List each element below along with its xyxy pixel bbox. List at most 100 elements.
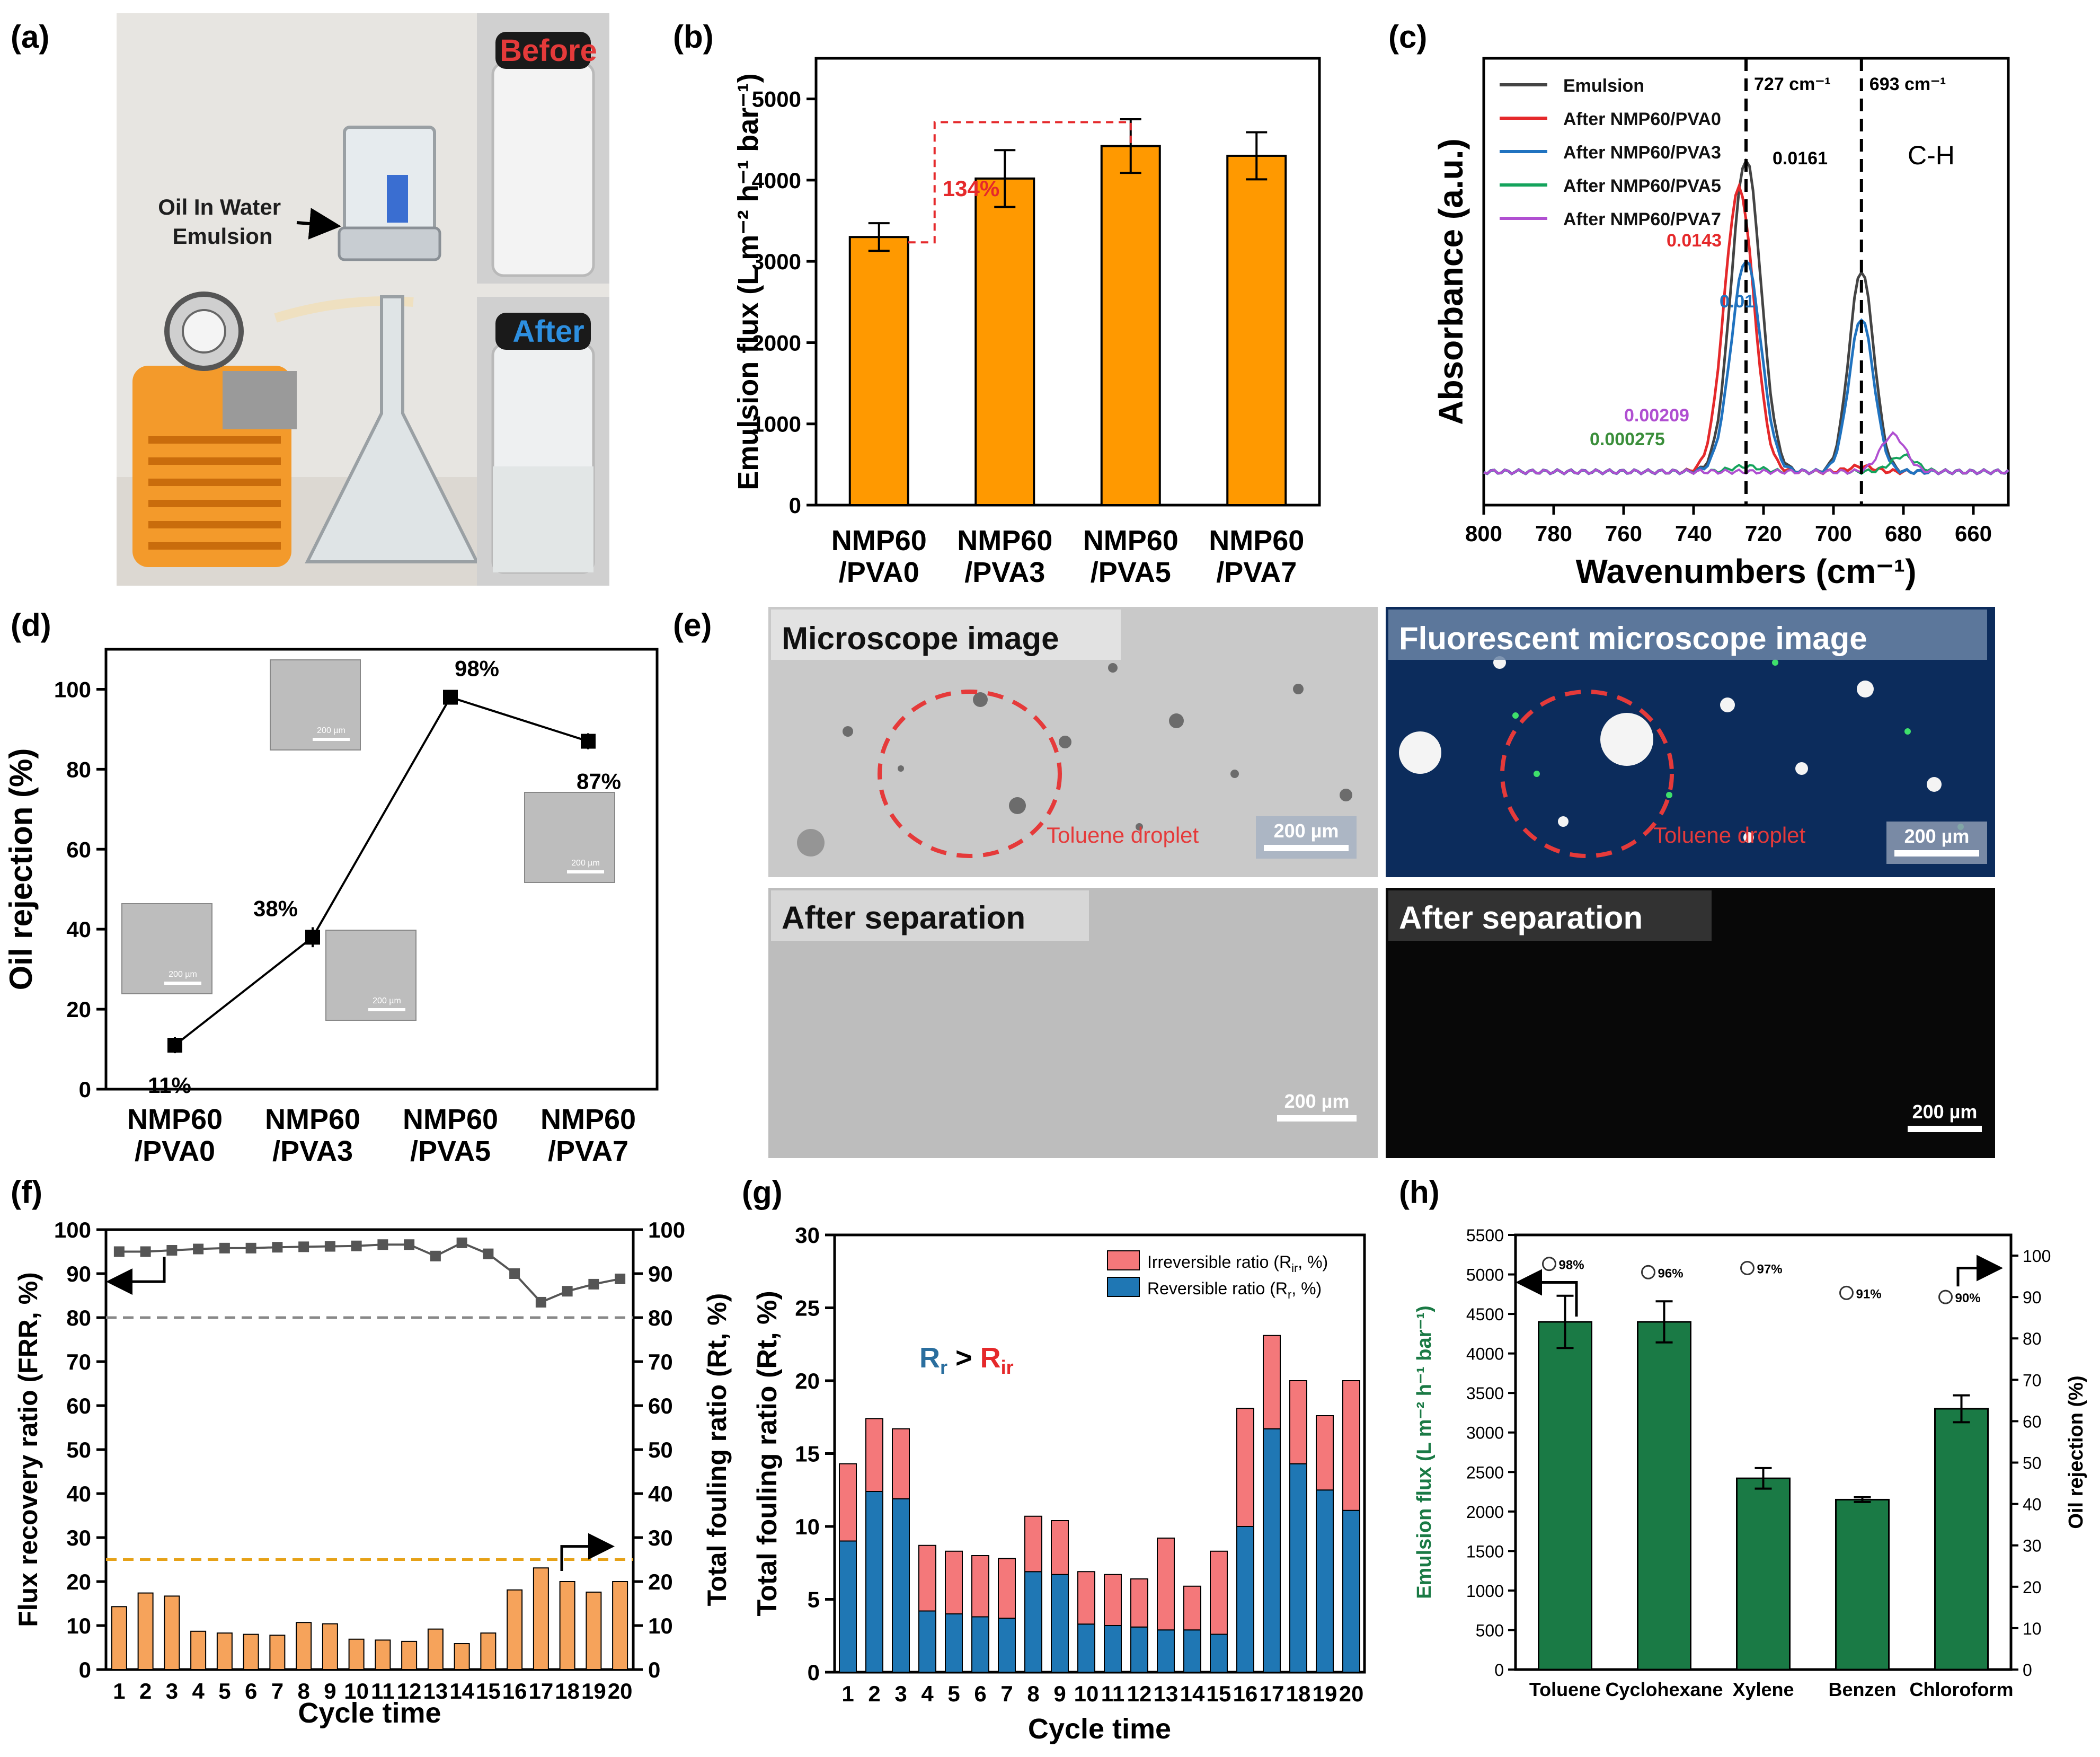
panel-g-xtick-label: 12 <box>1127 1681 1152 1706</box>
panel-f-frr-point <box>272 1242 283 1253</box>
panel-b-ytick-label: 0 <box>789 493 801 518</box>
panel-c-xtick-label: 760 <box>1605 521 1642 546</box>
panel-c-xtick-label: 660 <box>1955 521 1992 546</box>
panel-f-xtick-label: 18 <box>555 1679 580 1703</box>
panel-g-reversible-bar <box>1316 1489 1334 1673</box>
panel-d-value-label: 11% <box>148 1073 191 1098</box>
panel-b-ytick-label: 1000 <box>752 412 801 437</box>
panel-g-irreversible-bar <box>1263 1335 1281 1429</box>
panel-d-point <box>167 1038 182 1053</box>
panel-h-xtick-label: Toluene <box>1529 1679 1601 1700</box>
panel-g-xtick-label: 6 <box>974 1681 986 1706</box>
panel-h-ytick-label: 1000 <box>1466 1582 1504 1601</box>
panel-g-xtick-label: 13 <box>1154 1681 1179 1706</box>
panel-f-fouling-bar <box>322 1623 338 1670</box>
panel-g-ytick-label: 30 <box>795 1223 820 1248</box>
panel-b-ylabel: Emulsion flux (L m⁻² h⁻¹ bar⁻¹) <box>732 73 764 490</box>
panel-f-ytick-label: 20 <box>66 1569 91 1594</box>
panel-a-letter: (a) <box>11 19 49 55</box>
panel-f-fouling-bar <box>401 1640 418 1670</box>
panel-g-ytick-label: 20 <box>795 1368 820 1393</box>
panel-g-xtick-label: 7 <box>1000 1681 1013 1706</box>
panel-h-ytick-right-label: 40 <box>2023 1495 2042 1514</box>
panel-g-legend-reversible: Reversible ratio (Rr, %) <box>1147 1279 1322 1301</box>
panel-g-reversible-bar <box>1051 1574 1069 1673</box>
panel-h-rejection-label: 97% <box>1757 1262 1783 1276</box>
panel-c-legend-label: After NMP60/PVA0 <box>1563 109 1721 129</box>
panel-c-xtick-label: 740 <box>1675 521 1712 546</box>
panel-f-xtick-label: 7 <box>271 1679 283 1703</box>
panel-f-right-ytick-label: 30 <box>648 1525 673 1550</box>
panel-g-xtick-label: 3 <box>894 1681 907 1706</box>
panel-h-bar <box>1934 1408 1989 1671</box>
panel-h-ytick-label: 3500 <box>1466 1384 1504 1403</box>
panel-f-xtick-label: 9 <box>324 1679 336 1703</box>
panel-f-frr-point <box>430 1250 441 1261</box>
panel-f-frr-point <box>193 1243 204 1255</box>
scale-bar-label-3: 200 µm <box>1284 1090 1350 1112</box>
panel-h-rejection-point <box>1740 1260 1755 1275</box>
panel-f-left-axis-arrow <box>106 1257 166 1295</box>
panel-d-value-label: 38% <box>253 896 298 921</box>
panel-f-xtick-label: 13 <box>423 1679 448 1703</box>
panel-c-xtick-label: 700 <box>1815 521 1852 546</box>
panel-h-ytick-right-label: 20 <box>2023 1578 2042 1597</box>
panel-f-xtick-label: 20 <box>608 1679 633 1703</box>
panel-d-letter: (d) <box>11 607 51 643</box>
panel-c-ch-label: C-H <box>1908 140 1955 170</box>
panel-f-fouling-bar <box>454 1643 470 1671</box>
panel-h-ytick-right-label: 70 <box>2023 1371 2042 1390</box>
panel-g-reversible-bar <box>1289 1463 1307 1673</box>
panel-d-chart: 0 20 40 60 80 100 11% NMP60/PVA0 38% NMP60/PVA3 98… <box>3 648 659 1167</box>
panel-h-ytick-label: 3000 <box>1466 1424 1504 1443</box>
panel-f-frr-point <box>219 1242 230 1253</box>
panel-f-frr-point <box>615 1273 626 1284</box>
panel-d-xtick-label: NMP60/PVA5 <box>403 1103 498 1167</box>
panel-g-ytick-label: 0 <box>808 1660 820 1685</box>
panel-b-bar <box>974 177 1035 506</box>
panel-h-chart: 0500100015002000250030003500400045005000… <box>1413 1226 2087 1700</box>
panel-f-fouling-bar <box>111 1606 127 1671</box>
panel-g-xtick-label: 19 <box>1313 1681 1337 1706</box>
panel-h-rejection-label: 90% <box>1955 1291 1981 1305</box>
panel-b-ytick-label: 4000 <box>752 168 801 193</box>
panel-e-letter: (e) <box>673 607 712 643</box>
panel-g-reversible-bar <box>1210 1634 1228 1673</box>
panel-g-irreversible-bar <box>865 1418 883 1492</box>
panel-d-ytick-label: 40 <box>66 917 91 942</box>
panel-g-reversible-bar <box>998 1618 1016 1673</box>
panel-g-xlabel: Cycle time <box>1028 1713 1171 1745</box>
panel-h-ytick-label: 4000 <box>1466 1345 1504 1364</box>
panel-g-xtick-label: 20 <box>1339 1681 1364 1706</box>
panel-g-irreversible-bar <box>1104 1574 1122 1626</box>
panel-b-plot-frame <box>814 57 1321 507</box>
panel-b-bar <box>1226 154 1287 507</box>
panel-h-ytick-right-label: 60 <box>2023 1412 2042 1431</box>
panel-g-legend-swatch-reversible <box>1107 1277 1140 1297</box>
panel-f-fouling-bar <box>164 1595 180 1670</box>
microscope-title: Microscope image <box>782 621 1059 656</box>
panel-f-fouling-bar <box>137 1592 154 1671</box>
panel-h-ytick-right-label: 90 <box>2023 1288 2042 1307</box>
panel-c-xlabel: Wavenumbers (cm⁻¹) <box>1575 552 1916 590</box>
panel-f-chart: 0 10 20 30 40 50 60 70 80 90 100 0 10 20 30 40 50 60 70 80 9… <box>13 1217 732 1729</box>
panel-f-frr-point <box>166 1245 178 1256</box>
emulsion-arrow <box>296 208 341 240</box>
panel-h-ytick-right-label: 50 <box>2023 1454 2042 1473</box>
panel-c-legend-label: After NMP60/PVA5 <box>1563 176 1721 196</box>
panel-b-ytick-label: 3000 <box>752 249 801 274</box>
panel-g-reversible-bar <box>865 1491 883 1673</box>
panel-g-reversible-bar <box>1236 1526 1254 1673</box>
panel-f-right-ytick-label: 70 <box>648 1349 673 1374</box>
panel-d-xtick-label: NMP60/PVA0 <box>127 1103 223 1167</box>
panel-c-chart: 800 780 760 740 720 700 680 660 Emulsion After NM… <box>1432 57 2010 590</box>
panel-f-fouling-bar <box>243 1634 259 1671</box>
panel-c-value-2: 0.0143 <box>1667 231 1722 251</box>
panel-f-right-ytick-label: 60 <box>648 1393 673 1418</box>
panel-f-ytick-label: 70 <box>66 1349 91 1374</box>
panel-f-fouling-bar <box>375 1639 391 1670</box>
panel-f-xtick-label: 17 <box>529 1679 554 1703</box>
panel-b-increase-bracket <box>908 121 1132 244</box>
panel-g-xtick-label: 1 <box>841 1681 854 1706</box>
panel-g-xtick-label: 16 <box>1233 1681 1258 1706</box>
